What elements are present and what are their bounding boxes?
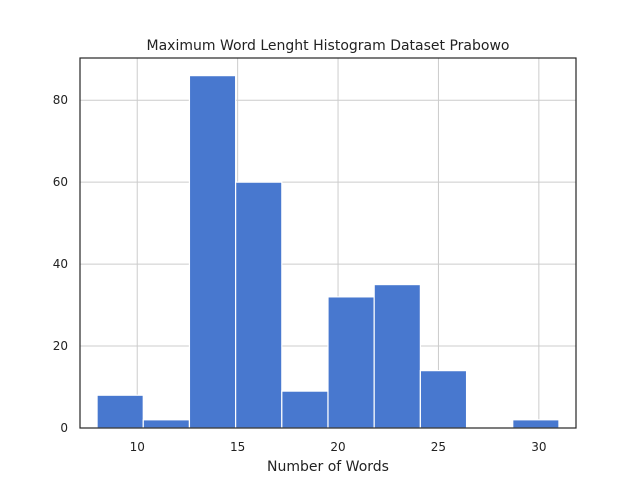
chart-title: Maximum Word Lenght Histogram Dataset Pr… [147,38,510,54]
y-axis-ticks: 0 20 40 60 80 [53,93,68,435]
y-tick-label: 80 [53,93,68,107]
x-tick-label: 30 [531,440,546,454]
y-tick-label: 60 [53,175,68,189]
x-tick-label: 10 [130,440,145,454]
histogram-bar [188,75,237,429]
plot-frame [79,57,577,429]
x-axis-ticks: 10 15 20 25 30 [130,440,547,454]
histogram-bar [327,296,375,429]
x-tick-label: 25 [431,440,446,454]
y-tick-label: 40 [53,257,68,271]
histogram-bar [281,390,329,429]
histogram-bar [419,370,468,429]
histogram-bar [96,394,144,429]
histogram-bar [373,283,421,429]
histogram-bar [512,419,560,429]
x-axis-label: Number of Words [267,459,389,475]
y-tick-label: 0 [60,421,68,435]
histogram-bar [235,181,283,429]
x-tick-label: 20 [330,440,345,454]
y-tick-label: 20 [53,339,68,353]
histogram-bar [142,419,191,429]
x-tick-label: 15 [230,440,245,454]
bars [96,75,560,429]
